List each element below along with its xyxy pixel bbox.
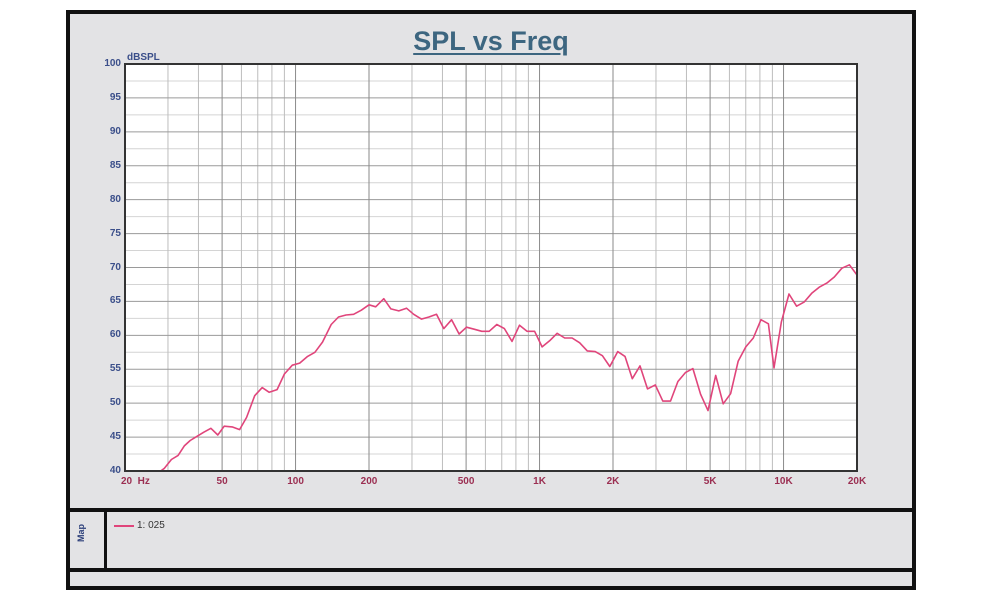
x-tick-label: 100 bbox=[287, 476, 304, 487]
panel-bottom-border bbox=[70, 568, 912, 572]
legend-side-tab[interactable]: Map bbox=[70, 512, 107, 572]
y-tick-label: 90 bbox=[109, 125, 121, 137]
legend-item-025[interactable]: 1: 025 bbox=[114, 520, 165, 531]
y-tick-label: 55 bbox=[109, 363, 121, 375]
legend-line-swatch bbox=[114, 524, 134, 527]
map-label: Map bbox=[76, 524, 86, 542]
y-tick-label: 45 bbox=[109, 431, 121, 443]
x-tick-label: 20K bbox=[847, 476, 867, 487]
x-tick-label: 1K bbox=[533, 476, 546, 487]
y-tick-label: 85 bbox=[109, 159, 121, 171]
plot-area bbox=[124, 63, 858, 472]
y-tick-label: 40 bbox=[109, 465, 121, 476]
panel-divider bbox=[70, 508, 912, 512]
spl-curve-025 bbox=[125, 264, 858, 472]
plot-border bbox=[124, 63, 858, 472]
x-tick-label: 20 Hz bbox=[121, 476, 150, 487]
y-tick-label: 95 bbox=[109, 91, 121, 103]
legend-item-label: 1: 025 bbox=[137, 520, 165, 531]
y-tick-label: 100 bbox=[104, 58, 121, 69]
x-tick-label: 50 bbox=[216, 476, 228, 487]
y-axis-unit-label: dBSPL bbox=[127, 52, 160, 63]
y-tick-label: 70 bbox=[109, 261, 121, 273]
chart-window: SPL vs Freq dBSPL 100 95 90 85 80 75 70 65 60 55 5… bbox=[66, 10, 916, 590]
x-tick-label: 500 bbox=[457, 476, 475, 487]
y-tick-label: 65 bbox=[109, 295, 121, 307]
x-tick-label: 5K bbox=[703, 476, 717, 487]
y-tick-label: 50 bbox=[109, 397, 121, 409]
x-tick-label: 2K bbox=[606, 476, 620, 487]
y-tick-label: 60 bbox=[109, 329, 121, 341]
y-tick-label: 75 bbox=[109, 227, 121, 239]
x-tick-label: 200 bbox=[360, 476, 378, 487]
chart-title: SPL vs Freq bbox=[413, 26, 569, 56]
legend-panel: Map 1: 025 bbox=[70, 512, 912, 572]
y-tick-label: 80 bbox=[109, 193, 121, 205]
x-tick-label: 10K bbox=[774, 476, 793, 487]
